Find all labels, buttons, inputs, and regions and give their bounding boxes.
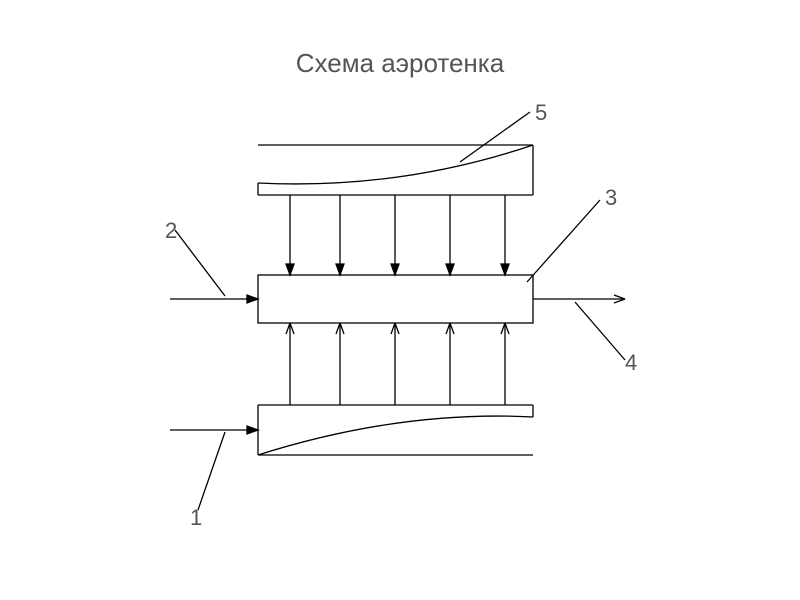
aerotank-diagram <box>0 0 800 600</box>
